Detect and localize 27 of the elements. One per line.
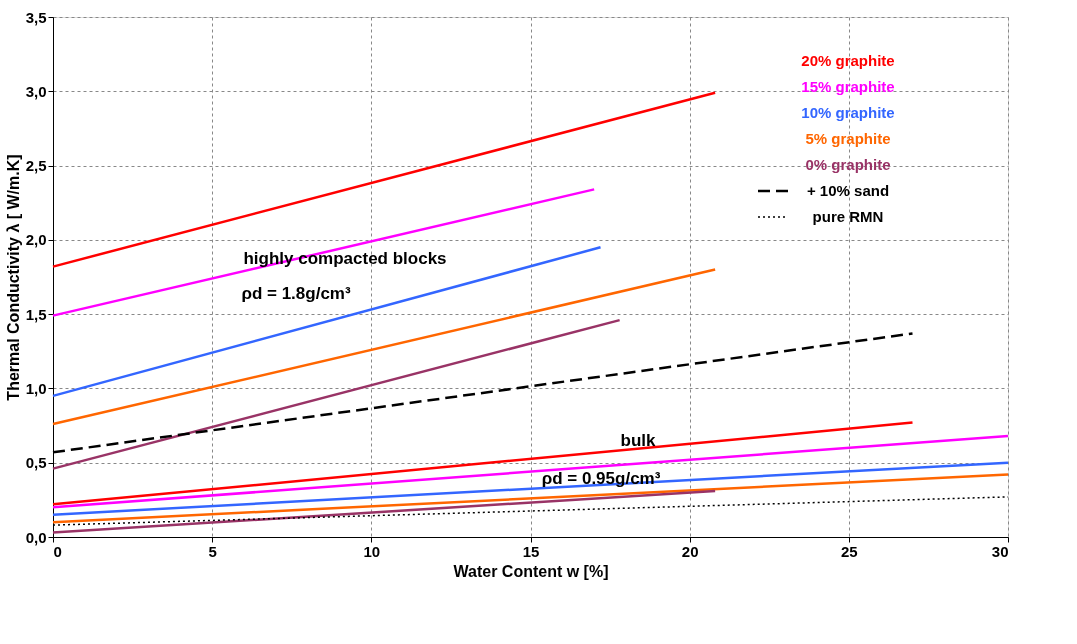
y-tick-label: 1,5 [25, 305, 47, 323]
x-tick-label: 5 [208, 542, 217, 560]
y-tick-label: 1,0 [25, 379, 47, 397]
annotation: ρd = 1.8g/cm³ [241, 284, 351, 303]
annotation: highly compacted blocks [243, 249, 447, 268]
text: 20% graphite [801, 52, 895, 69]
text: 15% graphite [801, 78, 895, 95]
y-tick-label: 3,5 [25, 8, 47, 26]
annotation: bulk [620, 431, 657, 450]
x-tick-label: 30 [991, 542, 1009, 560]
y-axis-title: Thermal Conductivity λ [ W/m.K] [4, 154, 22, 401]
text: 10% graphite [801, 104, 895, 121]
text: 0% graphite [805, 156, 891, 173]
text: 5% graphite [805, 130, 891, 147]
y-tick-label: 2,0 [25, 231, 47, 249]
legend-label: + 10% sand [806, 182, 890, 199]
x-tick-label: 25 [840, 542, 858, 560]
y-tick-label: 2,5 [25, 157, 47, 175]
x-axis-title: Water Content w [%] [453, 562, 609, 580]
x-tick-label: 15 [522, 542, 540, 560]
y-tick-label: 0,0 [25, 528, 47, 546]
y-tick-label: 0,5 [25, 454, 47, 472]
x-tick-label: 20 [681, 542, 699, 560]
x-tick-label: 0 [53, 542, 62, 560]
legend-label: pure RMN [812, 208, 884, 225]
y-tick-label: 3,0 [25, 82, 47, 100]
x-tick-label: 10 [363, 542, 381, 560]
